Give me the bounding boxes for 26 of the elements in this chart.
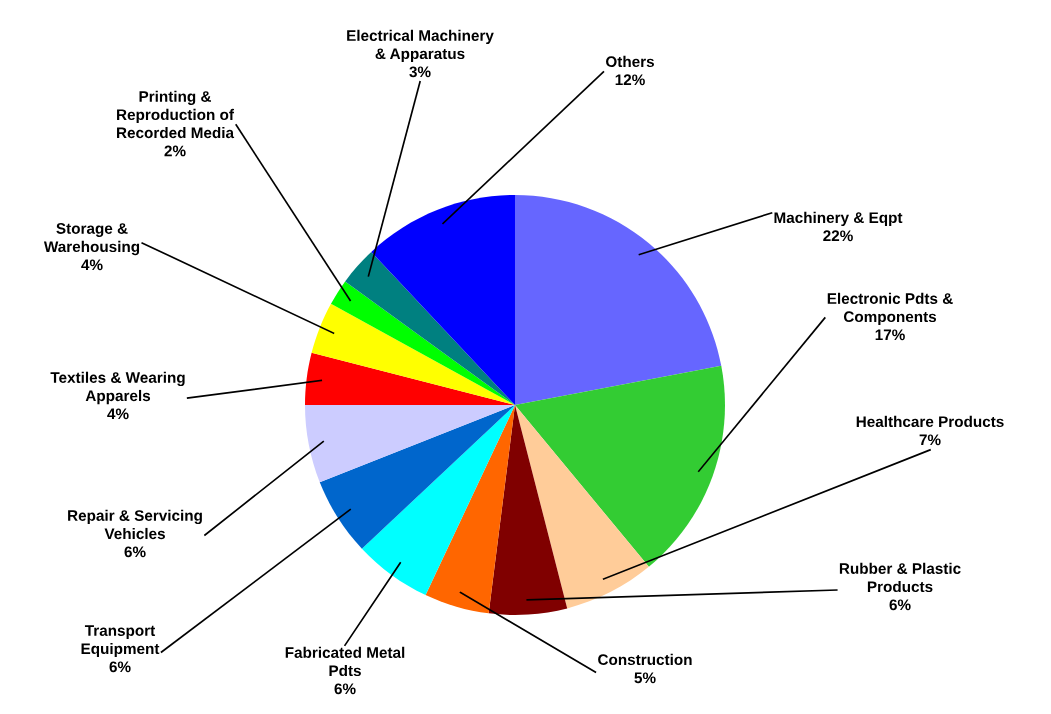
data-label: 6% (889, 599, 911, 611)
data-label: 6% (109, 661, 131, 673)
slice-label: Fabricated Metal Pdts (285, 646, 405, 677)
data-label: 22% (823, 230, 853, 242)
data-label: 7% (919, 434, 941, 446)
slice-label: Electrical Machinery & Apparatus (347, 29, 494, 63)
data-label: 6% (124, 546, 146, 558)
slice-label: Machinery & Eqpt (774, 211, 903, 227)
data-label: 2% (164, 145, 186, 157)
slice-label: Textiles & Wearing Apparels (50, 371, 185, 405)
slice-label: Electronic Pdts & Components (827, 292, 953, 326)
data-label: 6% (334, 683, 356, 695)
data-label: 12% (615, 74, 645, 86)
data-label: 3% (409, 66, 431, 78)
data-label: 5% (634, 672, 656, 684)
slice-label: Printing & Reproduction of Recorded Media (117, 90, 235, 139)
data-label: 17% (875, 329, 905, 341)
data-label: 4% (81, 259, 103, 271)
slice-label: Rubber & Plastic Products (839, 562, 961, 593)
slice-label: Healthcare Products (856, 415, 1004, 428)
slice-label: Storage & Warehousing (43, 223, 140, 256)
slice-label: Repair & Servicing Vehicles (68, 509, 202, 540)
slice-label: Construction (598, 653, 692, 666)
slice-label: Others (606, 55, 654, 68)
slice-label: Transport Equipment (81, 625, 160, 658)
data-label: 4% (107, 408, 129, 420)
